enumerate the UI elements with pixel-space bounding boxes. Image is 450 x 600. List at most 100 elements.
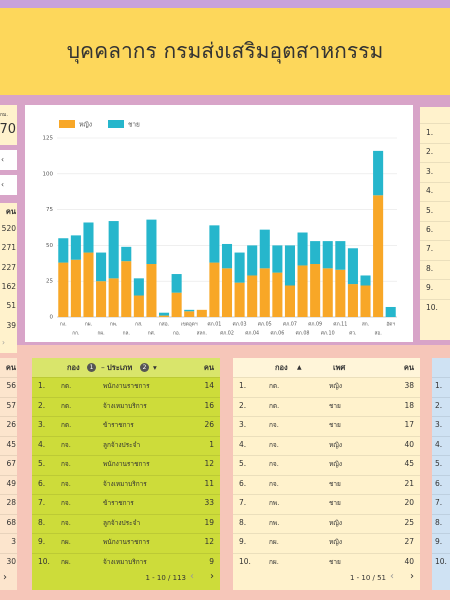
cell: 26 bbox=[6, 420, 16, 429]
pager-next[interactable]: › bbox=[3, 572, 7, 583]
cell: 10. bbox=[435, 556, 447, 566]
filter[interactable]: ‹ bbox=[0, 175, 17, 195]
cell: 40 bbox=[404, 439, 414, 449]
row-divider bbox=[420, 162, 450, 163]
bar-segment bbox=[184, 309, 195, 312]
bar-segment bbox=[146, 219, 157, 265]
pager-next[interactable]: › bbox=[410, 571, 414, 582]
cell: 19 bbox=[204, 517, 214, 527]
separator: – bbox=[101, 363, 105, 372]
x-tick-label: ศภ.03 bbox=[233, 322, 247, 328]
column-header: คน bbox=[403, 363, 414, 372]
legend-swatch bbox=[59, 120, 75, 128]
row-divider bbox=[420, 201, 450, 202]
scorecard: กม. 70 bbox=[0, 105, 17, 145]
bar-segment bbox=[259, 268, 270, 317]
x-tick-label: ศภ.11 bbox=[333, 322, 347, 328]
bar-segment bbox=[297, 232, 308, 266]
cell: 12 bbox=[204, 537, 214, 546]
cell: 17 bbox=[404, 420, 414, 429]
cell: กผ. bbox=[269, 538, 279, 546]
sort-badge: 2 bbox=[140, 363, 149, 372]
cell: กผ. bbox=[269, 557, 279, 566]
right-top-table: 1. 2. 3. 4. 5. 6. 7. 8. 9. 10. bbox=[420, 107, 450, 340]
cell: จ้างเหมาบริการ bbox=[103, 557, 147, 566]
cell: กต. bbox=[61, 401, 72, 410]
row-number: 8. bbox=[239, 517, 247, 527]
cell: 16 bbox=[204, 400, 214, 410]
pager-next[interactable]: › bbox=[210, 571, 214, 582]
bar-segment bbox=[247, 245, 258, 276]
cell: 3 bbox=[11, 537, 16, 546]
x-tick-label: อัตฯ bbox=[386, 322, 395, 328]
bar-segment bbox=[58, 262, 69, 317]
y-tick-label: 75 bbox=[46, 207, 53, 213]
cell: 2. bbox=[435, 400, 443, 410]
row-number: 6. bbox=[38, 478, 46, 488]
row-divider bbox=[432, 416, 450, 417]
row-divider bbox=[32, 552, 220, 554]
column-header: กอง bbox=[275, 363, 288, 372]
bar-segment bbox=[96, 252, 107, 282]
row-divider bbox=[432, 494, 450, 495]
cell: จ้างเหมาบริการ bbox=[103, 401, 147, 410]
row-divider bbox=[432, 455, 450, 456]
pager-next[interactable]: › bbox=[2, 338, 5, 347]
cell: 162 bbox=[1, 281, 16, 291]
bar-segment bbox=[108, 221, 119, 279]
row-number: 1. bbox=[38, 381, 46, 390]
cell: 1. bbox=[426, 128, 434, 137]
row-divider bbox=[32, 513, 220, 515]
cell: 40 bbox=[404, 556, 414, 566]
x-tick-label: ศภ.01 bbox=[207, 322, 221, 328]
cell: 1 bbox=[209, 439, 214, 449]
x-tick-label: กก. bbox=[72, 332, 79, 337]
x-tick-label: ศว. bbox=[349, 331, 356, 337]
cell: 5. bbox=[426, 205, 434, 215]
x-tick-label: กอ. bbox=[173, 332, 180, 337]
filter[interactable]: ‹ bbox=[0, 150, 17, 170]
x-tick-label: ศภ.09 bbox=[308, 322, 322, 328]
x-tick-label: ศภ.08 bbox=[296, 331, 310, 337]
row-number: 2. bbox=[38, 400, 46, 410]
x-tick-label: กศ. bbox=[148, 331, 155, 337]
row-divider bbox=[0, 416, 17, 417]
row-divider bbox=[32, 474, 220, 476]
left-top-table: คน 520 271 227 162 51 39 › bbox=[0, 203, 17, 353]
bar-segment bbox=[70, 259, 81, 317]
row-divider bbox=[420, 123, 450, 124]
cell: 51 bbox=[6, 301, 16, 311]
cell: 6. bbox=[435, 478, 443, 488]
cell: 45 bbox=[6, 439, 16, 449]
cell: พนักงานราชการ bbox=[103, 460, 150, 468]
pager-prev[interactable]: ‹ bbox=[390, 571, 394, 582]
cell: กจ. bbox=[269, 479, 279, 488]
bar-segment bbox=[272, 272, 283, 317]
row-divider bbox=[233, 455, 420, 456]
bar-segment bbox=[347, 248, 358, 285]
cell: 9 bbox=[209, 556, 214, 566]
x-tick-label: กส. bbox=[135, 322, 142, 328]
row-divider bbox=[420, 279, 450, 280]
table-gender: กอง เพศ คน ▲ 1. กต. หญิง 38 2. กต. ชาย 18 3. กจ. ชาย 17… bbox=[233, 358, 420, 590]
cell: 20 bbox=[404, 498, 414, 507]
cell: 6. bbox=[426, 225, 434, 234]
row-divider bbox=[432, 396, 450, 398]
bar-segment bbox=[121, 261, 132, 317]
left-bottom-table: คน 56 57 26 45 67 49 28 68 3 30 › bbox=[0, 358, 17, 590]
row-divider bbox=[420, 142, 450, 144]
y-tick-label: 125 bbox=[43, 136, 54, 142]
right-bottom-table: 1. 2. 3. 4. 5. 6. 7. 8. 9. 10. bbox=[432, 358, 450, 590]
x-tick-label: กผ. bbox=[97, 332, 104, 337]
x-tick-label: สก. bbox=[362, 322, 369, 328]
cell: 227 bbox=[1, 262, 16, 272]
x-tick-label: กล. bbox=[123, 332, 130, 337]
row-divider bbox=[233, 474, 420, 476]
bar-segment bbox=[234, 282, 245, 317]
x-tick-label: เขตอุตฯ bbox=[181, 322, 198, 328]
column-header: ประเภท bbox=[107, 363, 133, 372]
row-divider bbox=[233, 494, 420, 495]
cell: 25 bbox=[404, 517, 414, 527]
pager-prev[interactable]: ‹ bbox=[190, 571, 194, 582]
